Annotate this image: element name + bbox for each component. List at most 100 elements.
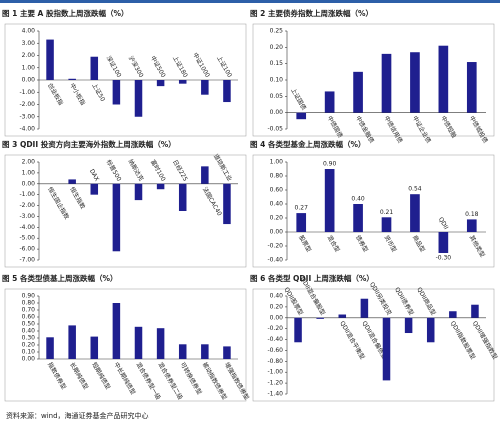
x-tick-label: 标普500 bbox=[105, 158, 124, 182]
bar bbox=[201, 80, 209, 95]
x-tick-label: 深证100 bbox=[105, 54, 124, 78]
x-tick-label: 法国CAC40 bbox=[201, 186, 224, 218]
x-tick-label: 恒生国企指数 bbox=[46, 186, 71, 221]
x-tick-label: 中小板指 bbox=[68, 82, 87, 107]
bar bbox=[466, 219, 477, 232]
bar bbox=[90, 183, 99, 195]
x-tick-label: 富时100 bbox=[149, 158, 168, 182]
y-tick-label: -0.20 bbox=[267, 325, 283, 332]
bar bbox=[410, 194, 420, 232]
y-tick-label: -1.00 bbox=[267, 369, 283, 376]
bar bbox=[178, 183, 187, 211]
bar bbox=[466, 62, 477, 113]
x-tick-label: 日经225 bbox=[171, 158, 190, 182]
chart-title: 图 6 各类型 QDII 上周涨跌幅（%） bbox=[250, 273, 374, 283]
y-tick-label: -1.00 bbox=[19, 89, 35, 96]
chart-frame bbox=[252, 288, 495, 402]
bar bbox=[112, 303, 121, 359]
x-tick-label: 上证180 bbox=[171, 54, 190, 78]
bar bbox=[134, 80, 143, 117]
bar bbox=[90, 336, 99, 359]
bar bbox=[404, 317, 413, 334]
data-label: 0.40 bbox=[351, 196, 365, 203]
x-tick-label: 纳斯达克 bbox=[126, 158, 145, 183]
bar bbox=[178, 80, 187, 84]
bar bbox=[68, 325, 76, 359]
bar bbox=[46, 337, 54, 359]
y-tick-label: -1.20 bbox=[267, 380, 283, 387]
chart-frame bbox=[4, 154, 247, 268]
y-tick-label: 0.60 bbox=[270, 187, 284, 194]
bar bbox=[449, 311, 457, 318]
y-tick-label: 0.10 bbox=[22, 349, 36, 356]
x-tick-label: 沪深300 bbox=[127, 54, 146, 78]
x-tick-label: 债券型 bbox=[354, 234, 370, 254]
bar bbox=[156, 80, 165, 87]
bar bbox=[46, 39, 54, 80]
x-tick-label: 商品型 bbox=[411, 234, 427, 254]
bar bbox=[324, 169, 335, 232]
y-tick-label: 0.90 bbox=[22, 293, 36, 300]
y-tick-label: 1.00 bbox=[22, 169, 36, 176]
y-tick-label: 0.00 bbox=[270, 314, 284, 321]
x-tick-label: 股票型 bbox=[297, 234, 313, 254]
bar bbox=[112, 183, 121, 252]
x-tick-label: QDII另类投资 bbox=[368, 281, 393, 317]
x-tick-label: 上证国债 bbox=[289, 87, 308, 112]
bar bbox=[201, 166, 209, 184]
y-tick-label: 0.60 bbox=[22, 314, 36, 321]
bar bbox=[201, 344, 209, 359]
y-tick-label: 3.00 bbox=[22, 40, 36, 47]
y-tick-label: 0.05 bbox=[270, 93, 284, 100]
x-tick-label: 短期纯债型 bbox=[90, 361, 112, 391]
y-tick-label: -6.00 bbox=[19, 246, 35, 253]
data-label: 0.18 bbox=[465, 211, 479, 218]
chart-title: 图 4 各类型基金上周涨跌幅（%） bbox=[250, 139, 365, 149]
y-tick-label: 0.20 bbox=[22, 342, 36, 349]
bar bbox=[296, 112, 307, 120]
bar bbox=[410, 52, 420, 113]
y-tick-label: -1.40 bbox=[267, 391, 283, 398]
y-tick-label: -7.00 bbox=[19, 257, 35, 264]
x-tick-label: 长期纯债型 bbox=[68, 361, 90, 391]
x-tick-label: 中长期纯债型 bbox=[112, 361, 137, 396]
x-tick-label: 道琼斯工业 bbox=[212, 153, 234, 183]
bar bbox=[381, 217, 392, 232]
chart-title: 图 3 QDII 投资方向主要海外指数上周涨跌幅（%） bbox=[2, 139, 176, 149]
x-tick-label: DAX bbox=[88, 168, 100, 183]
y-tick-label: -2.00 bbox=[19, 202, 35, 209]
y-tick-label: 0.40 bbox=[270, 201, 284, 208]
chart-frame bbox=[252, 154, 495, 268]
bar bbox=[68, 78, 76, 80]
x-tick-label: 中证企业债 bbox=[411, 114, 433, 144]
x-tick-label: 中债短融 bbox=[439, 114, 458, 139]
y-tick-label: 0.25 bbox=[270, 28, 284, 35]
x-tick-label: 可转换债券型 bbox=[179, 361, 204, 396]
header-strip bbox=[0, 0, 500, 3]
y-tick-label: 0.40 bbox=[270, 293, 284, 300]
bar bbox=[90, 56, 99, 80]
y-tick-label: 0.80 bbox=[270, 173, 284, 180]
x-tick-label: 上证100 bbox=[215, 54, 234, 78]
x-tick-label: 混合型 bbox=[326, 234, 342, 254]
y-tick-label: -4.00 bbox=[19, 126, 35, 133]
y-tick-label: -0.60 bbox=[267, 347, 283, 354]
x-tick-label: 恒生指数 bbox=[68, 186, 87, 211]
bar bbox=[360, 298, 369, 318]
bar bbox=[223, 80, 231, 103]
y-tick-label: 0.00 bbox=[22, 180, 36, 187]
y-tick-label: -0.20 bbox=[267, 243, 283, 250]
bar bbox=[296, 213, 307, 232]
x-tick-label: 中债国债 bbox=[326, 114, 345, 139]
y-tick-label: 0.20 bbox=[270, 303, 284, 310]
y-tick-label: -1.00 bbox=[19, 191, 35, 198]
y-tick-label: -3.00 bbox=[19, 213, 35, 220]
x-tick-label: QDII bbox=[437, 216, 450, 231]
y-tick-label: 1.00 bbox=[22, 64, 36, 71]
y-tick-label: 2.00 bbox=[22, 159, 36, 166]
chart-frame bbox=[252, 23, 495, 137]
x-tick-label: 中债城投债 bbox=[468, 114, 490, 144]
y-tick-label: -5.00 bbox=[19, 235, 35, 242]
y-tick-label: -0.40 bbox=[267, 257, 283, 264]
